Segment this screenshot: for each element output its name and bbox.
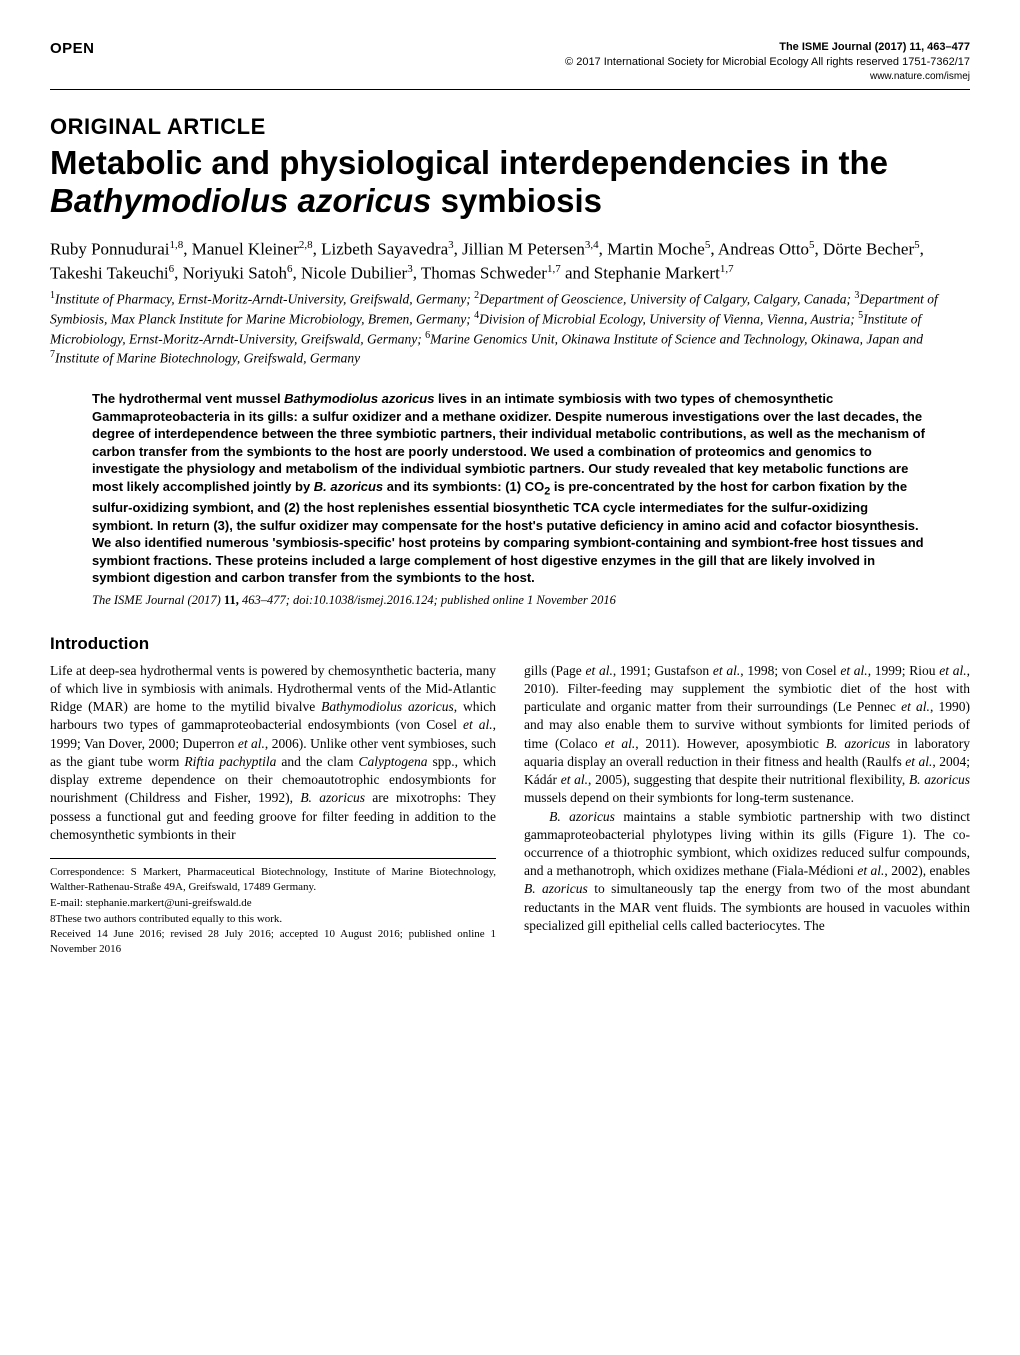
author-list: Ruby Ponnudurai1,8, Manuel Kleiner2,8, L… [50,238,970,285]
equal-contribution-note: 8These two authors contributed equally t… [50,912,496,927]
page-header: OPEN The ISME Journal (2017) 11, 463–477… [50,40,970,90]
abstract: The hydrothermal vent mussel Bathymodiol… [92,390,928,587]
open-access-badge: OPEN [50,40,95,57]
journal-title-line: The ISME Journal (2017) 11, 463–477 [565,40,970,55]
received-dates: Received 14 June 2016; revised 28 July 2… [50,927,496,957]
correspondence-text: Correspondence: S Markert, Pharmaceutica… [50,865,496,895]
title-pre: Metabolic and physiological interdepende… [50,144,888,181]
article-type: ORIGINAL ARTICLE [50,114,970,140]
intro-paragraph-1: Life at deep-sea hydrothermal vents is p… [50,662,496,844]
body-columns: Life at deep-sea hydrothermal vents is p… [50,662,970,958]
citation-line: The ISME Journal (2017) 11, 463–477; doi… [92,593,928,608]
correspondence-footer: Correspondence: S Markert, Pharmaceutica… [50,858,496,957]
title-species: Bathymodiolus azoricus [50,182,431,219]
section-heading-introduction: Introduction [50,634,970,654]
journal-info: The ISME Journal (2017) 11, 463–477 © 20… [565,40,970,83]
intro-paragraph-2: gills (Page et al., 1991; Gustafson et a… [524,662,970,935]
journal-title: The ISME Journal (2017) 11, 463–477 [779,41,970,53]
journal-url: www.nature.com/ismej [565,70,970,84]
affiliations: 1Institute of Pharmacy, Ernst-Moritz-Arn… [50,289,970,368]
article-title: Metabolic and physiological interdepende… [50,144,970,220]
title-post: symbiosis [431,182,602,219]
correspondence-email: E-mail: stephanie.markert@uni-greifswald… [50,896,496,911]
copyright-line: © 2017 International Society for Microbi… [565,55,970,70]
